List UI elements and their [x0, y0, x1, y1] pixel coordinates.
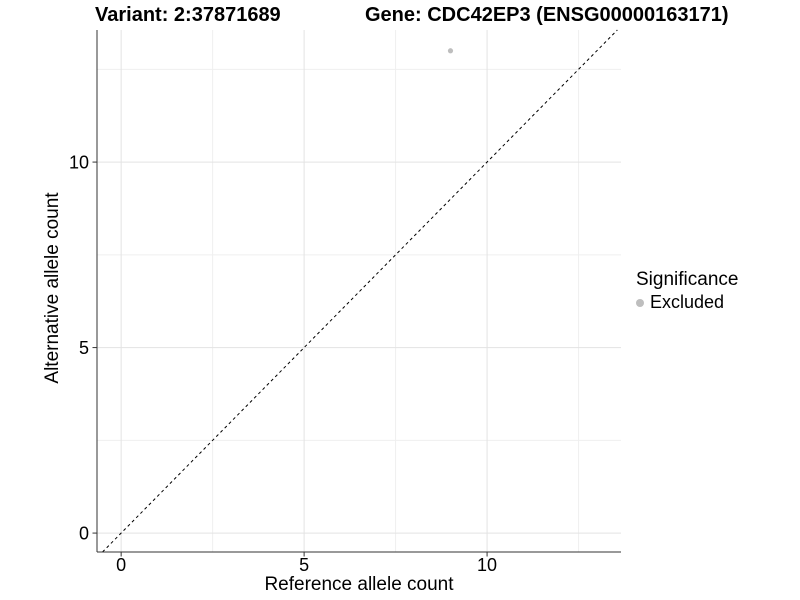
legend-item-label: Excluded — [650, 292, 725, 312]
x-axis-title: Reference allele count — [264, 574, 454, 595]
y-axis-title: Alternative allele count — [42, 192, 63, 384]
variant-title: Variant: 2:37871689 — [95, 4, 281, 26]
tick-label: 5 — [79, 338, 89, 358]
tick-label: 10 — [477, 555, 497, 575]
legend-title: Significance — [636, 269, 739, 290]
tick-label: 0 — [79, 524, 89, 544]
tick-label: 10 — [69, 153, 89, 173]
legend: Significance Excluded — [636, 269, 738, 313]
legend-items: Excluded — [636, 292, 738, 313]
tick-label: 0 — [116, 555, 126, 575]
data-point — [447, 48, 454, 54]
identity-reference-line — [102, 29, 618, 553]
legend-item: Excluded — [636, 292, 738, 313]
legend-point-icon — [636, 298, 644, 307]
tick-label: 5 — [299, 555, 309, 575]
gene-title: Gene: CDC42EP3 (ENSG00000163171) — [365, 4, 729, 26]
